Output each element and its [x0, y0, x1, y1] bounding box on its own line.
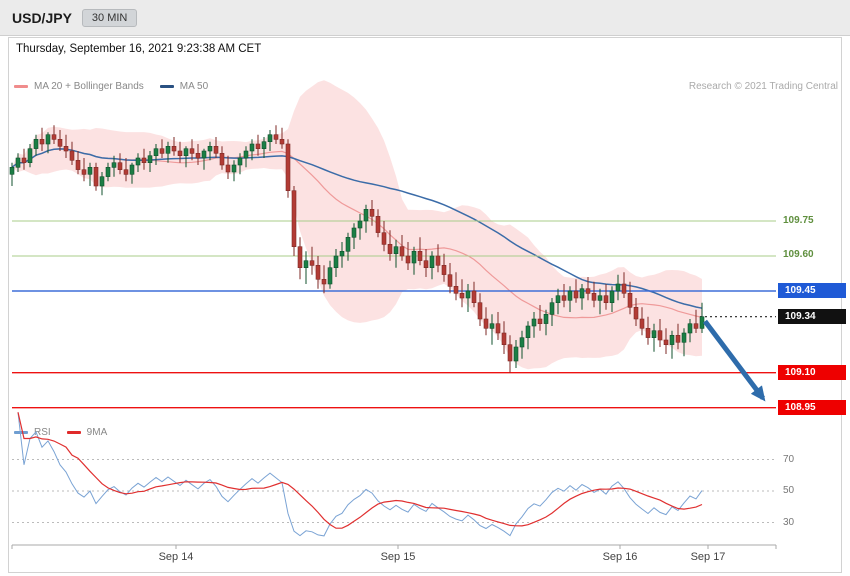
rsi-ma-swatch [66, 431, 81, 434]
legend-rsi: RSI 9MA [14, 427, 107, 438]
legend-main: MA 20 + Bollinger Bands MA 50 [14, 81, 208, 92]
rsi-legend-label: RSI [34, 427, 51, 438]
symbol-title: USD/JPY [12, 9, 72, 26]
ma50-legend-label: MA 50 [179, 81, 209, 92]
rsi-ma-legend-label: 9MA [86, 427, 108, 438]
copyright-label: Research © 2021 Trading Central [688, 81, 838, 92]
header-bar: USD/JPY 30 MIN [0, 0, 850, 36]
ma20-bollinger-swatch [14, 85, 28, 88]
ma20-bollinger-legend-label: MA 20 + Bollinger Bands [34, 81, 144, 92]
rsi-swatch [14, 431, 28, 434]
ma50-swatch [159, 85, 174, 88]
timeframe-badge[interactable]: 30 MIN [81, 8, 138, 27]
chart-panel-border [8, 37, 842, 573]
chart-datetime: Thursday, September 16, 2021 9:23:38 AM … [16, 43, 262, 55]
